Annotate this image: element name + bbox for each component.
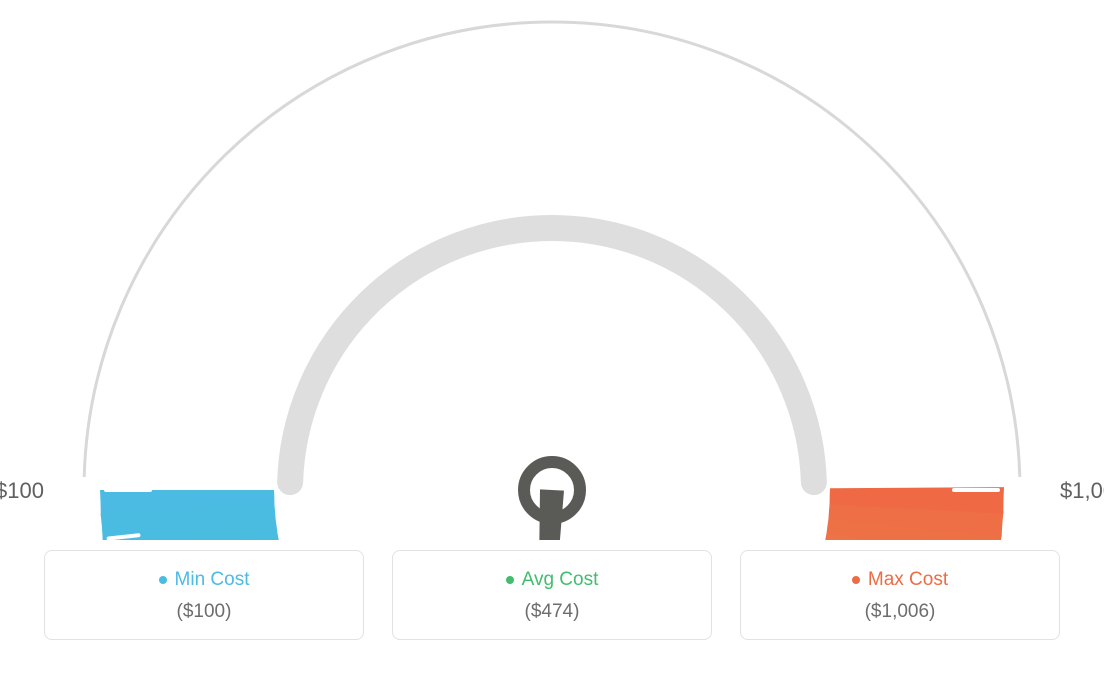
legend-value: ($474) bbox=[403, 601, 701, 623]
gauge-svg: $100$194$288$474$651$828$1,006 bbox=[0, 0, 1104, 540]
tick-label-6: $1,006 bbox=[1060, 478, 1104, 503]
legend-label: Min Cost bbox=[175, 569, 250, 591]
legend-card-min-cost: Min Cost ($100) bbox=[44, 550, 364, 640]
legend-card-avg-cost: Avg Cost ($474) bbox=[392, 550, 712, 640]
legend-card-max-cost: Max Cost ($1,006) bbox=[740, 550, 1060, 640]
legend-dot bbox=[852, 576, 860, 584]
legend-value: ($100) bbox=[55, 601, 353, 623]
tick-label-0: $100 bbox=[0, 478, 44, 503]
legend-dot bbox=[506, 576, 514, 584]
legend-label-row: Max Cost bbox=[751, 569, 1049, 591]
legend-dot bbox=[159, 576, 167, 584]
cost-gauge-chart: $100$194$288$474$651$828$1,006 bbox=[0, 0, 1104, 540]
legend-label: Max Cost bbox=[868, 569, 948, 591]
outer-arc bbox=[84, 22, 1020, 477]
legend-label-row: Min Cost bbox=[55, 569, 353, 591]
legend-label: Avg Cost bbox=[522, 569, 599, 591]
legend-value: ($1,006) bbox=[751, 601, 1049, 623]
legend-row: Min Cost ($100) Avg Cost ($474) Max Cost ($1,… bbox=[0, 550, 1104, 640]
legend-label-row: Avg Cost bbox=[403, 569, 701, 591]
inner-arc bbox=[290, 228, 814, 482]
